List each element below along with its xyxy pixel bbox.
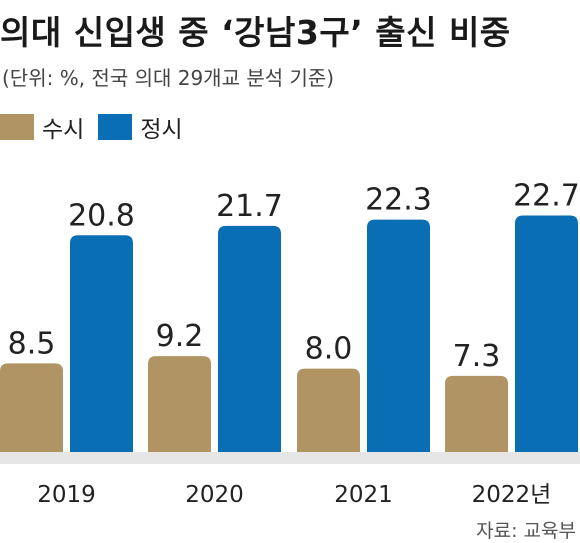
baseline-band — [0, 452, 580, 464]
source-note: 자료: 교육부 — [476, 520, 576, 542]
legend-item-jeongsi: 정시 — [98, 110, 183, 144]
x-tick-label: 2021 — [334, 482, 393, 508]
data-label-jeongsi-2019: 20.8 — [68, 198, 135, 233]
bar-susi-2021 — [297, 368, 360, 452]
bar-jeongsi-2022년 — [515, 215, 578, 452]
legend-label-jeongsi: 정시 — [140, 117, 183, 143]
data-label-jeongsi-2020: 21.7 — [216, 189, 283, 224]
legend-item-susi: 수시 — [0, 110, 84, 144]
data-label-jeongsi-2022년: 22.7 — [513, 178, 580, 213]
legend-label-susi: 수시 — [42, 117, 85, 143]
bar-jeongsi-2019 — [70, 235, 133, 452]
data-label-susi-2020: 9.2 — [156, 319, 204, 354]
bar-susi-2020 — [148, 356, 211, 452]
legend: 수시 정시 — [0, 110, 197, 144]
x-tick-label: 2019 — [37, 482, 96, 508]
legend-swatch-jeongsi — [98, 114, 133, 140]
bar-jeongsi-2021 — [367, 219, 430, 452]
bar-susi-2019 — [0, 363, 63, 452]
data-label-susi-2019: 8.5 — [8, 326, 56, 361]
data-label-susi-2022년: 7.3 — [453, 339, 501, 374]
x-tick-label: 2022년 — [472, 482, 552, 508]
legend-swatch-susi — [0, 114, 34, 140]
data-label-jeongsi-2021: 22.3 — [365, 183, 432, 218]
chart-title: 의대 신입생 중 ‘강남3구’ 출신 비중 — [0, 13, 511, 52]
chart-subtitle: (단위: %, 전국 의대 29개교 분석 기준) — [2, 66, 335, 90]
bar-jeongsi-2020 — [218, 225, 281, 452]
x-tick-label: 2020 — [185, 482, 244, 508]
bar-susi-2022년 — [445, 375, 508, 452]
data-label-susi-2021: 8.0 — [305, 332, 353, 367]
